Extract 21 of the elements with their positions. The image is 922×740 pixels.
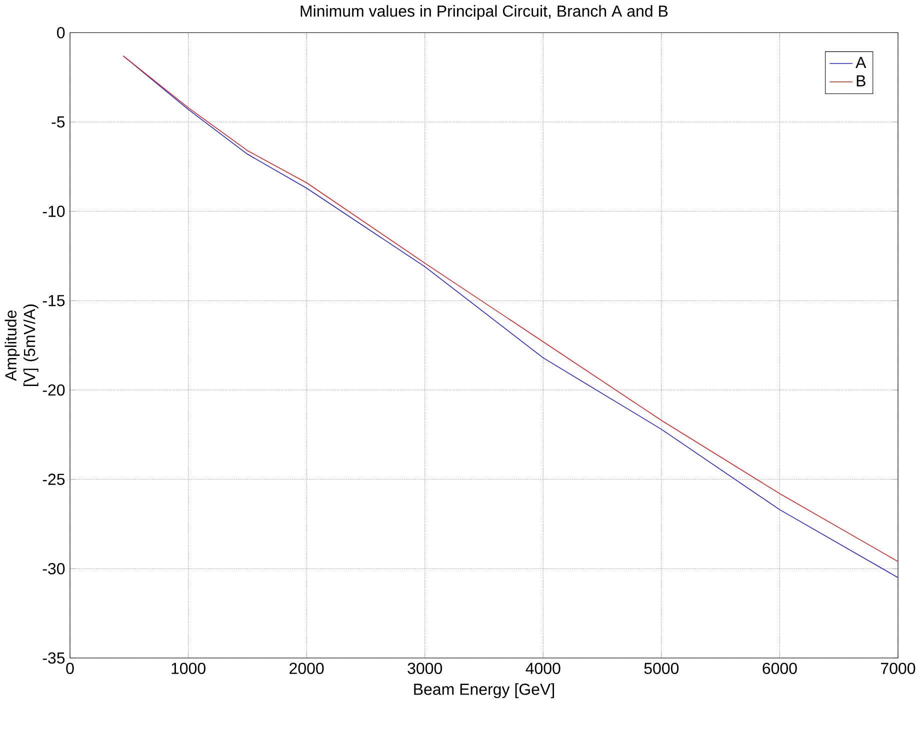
chart-title: Minimum values in Principal Circuit, Branch A and B bbox=[300, 5, 668, 20]
y-tick-label: -10 bbox=[42, 206, 65, 217]
x-tick-label: 7000 bbox=[881, 662, 916, 674]
x-axis-title: Beam Energy [GeV] bbox=[414, 683, 554, 698]
y-tick-label: -5 bbox=[52, 116, 65, 128]
y-axis-title: Amplitude [V] (5mV/A) bbox=[4, 304, 38, 386]
x-tick-label: 1000 bbox=[172, 662, 206, 674]
x-tick-label: 4000 bbox=[526, 662, 560, 674]
x-tick-label: 5000 bbox=[644, 662, 679, 674]
x-tick-label: 2000 bbox=[290, 662, 324, 674]
x-tick-label: 0 bbox=[66, 662, 74, 674]
y-tick-label: -30 bbox=[42, 563, 65, 574]
y-tick-label: 0 bbox=[57, 27, 65, 38]
y-tick-label: -25 bbox=[42, 474, 65, 485]
legend-label: B bbox=[856, 75, 866, 86]
y-tick-label: -15 bbox=[42, 295, 65, 306]
y-tick-label: -35 bbox=[42, 652, 65, 664]
x-tick-label: 6000 bbox=[762, 662, 797, 674]
y-tick-label: -20 bbox=[42, 384, 65, 396]
legend-label: A bbox=[856, 57, 866, 68]
x-tick-label: 3000 bbox=[408, 662, 442, 674]
